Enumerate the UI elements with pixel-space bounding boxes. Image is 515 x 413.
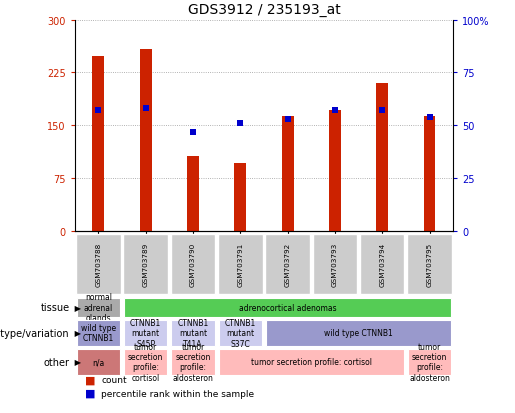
Text: tumor secretion profile: cortisol: tumor secretion profile: cortisol xyxy=(251,357,372,366)
Bar xyxy=(171,349,215,375)
Text: GSM703791: GSM703791 xyxy=(237,242,243,286)
Bar xyxy=(234,163,246,231)
Bar xyxy=(408,349,451,375)
Bar xyxy=(124,349,167,375)
Text: GSM703789: GSM703789 xyxy=(143,242,149,286)
Bar xyxy=(218,234,263,294)
Bar xyxy=(187,156,199,231)
Text: ■: ■ xyxy=(85,375,95,385)
Bar xyxy=(265,234,310,294)
Bar xyxy=(360,234,404,294)
Text: ■: ■ xyxy=(85,388,95,398)
Bar xyxy=(424,117,436,231)
Bar xyxy=(124,234,168,294)
Bar xyxy=(77,349,120,375)
Point xyxy=(283,116,291,123)
Text: GSM703794: GSM703794 xyxy=(379,242,385,286)
Bar xyxy=(171,320,215,346)
Point xyxy=(94,108,102,114)
Text: CTNNB1
mutant
S37C: CTNNB1 mutant S37C xyxy=(225,318,256,348)
Bar xyxy=(76,234,121,294)
Text: n/a: n/a xyxy=(92,357,105,366)
Text: other: other xyxy=(44,357,70,367)
Text: wild type
CTNNB1: wild type CTNNB1 xyxy=(81,323,116,342)
Text: genotype/variation: genotype/variation xyxy=(0,328,70,338)
Bar xyxy=(124,320,167,346)
Bar xyxy=(282,117,294,231)
Text: GSM703790: GSM703790 xyxy=(190,242,196,286)
Text: CTNNB1
mutant
T41A: CTNNB1 mutant T41A xyxy=(177,318,209,348)
Title: GDS3912 / 235193_at: GDS3912 / 235193_at xyxy=(187,3,340,17)
Bar xyxy=(376,84,388,231)
Point xyxy=(425,114,434,121)
Bar xyxy=(77,298,120,317)
Bar xyxy=(407,234,452,294)
Point xyxy=(331,108,339,114)
Point xyxy=(142,106,150,112)
Text: GSM703793: GSM703793 xyxy=(332,242,338,286)
Text: GSM703788: GSM703788 xyxy=(95,242,101,286)
Text: percentile rank within the sample: percentile rank within the sample xyxy=(101,389,254,398)
Bar xyxy=(218,349,404,375)
Text: CTNNB1
mutant
S45P: CTNNB1 mutant S45P xyxy=(130,318,161,348)
Text: adrenocortical adenomas: adrenocortical adenomas xyxy=(239,303,336,312)
Point xyxy=(236,121,245,127)
Bar xyxy=(140,50,151,231)
Text: ▶: ▶ xyxy=(72,303,81,312)
Text: normal
adrenal
glands: normal adrenal glands xyxy=(84,293,113,322)
Text: GSM703792: GSM703792 xyxy=(285,242,290,286)
Text: GSM703795: GSM703795 xyxy=(426,242,433,286)
Point xyxy=(378,108,386,114)
Text: count: count xyxy=(101,375,127,385)
Text: tissue: tissue xyxy=(40,302,70,313)
Bar xyxy=(313,234,357,294)
Text: tumor
secretion
profile:
aldosteron: tumor secretion profile: aldosteron xyxy=(409,342,450,382)
Text: ▶: ▶ xyxy=(72,328,81,337)
Bar xyxy=(218,320,262,346)
Point xyxy=(189,129,197,135)
Bar xyxy=(329,111,341,231)
Text: wild type CTNNB1: wild type CTNNB1 xyxy=(324,328,393,337)
Text: ▶: ▶ xyxy=(72,357,81,366)
Bar xyxy=(92,57,104,231)
Bar xyxy=(266,320,451,346)
Text: tumor
secretion
profile:
cortisol: tumor secretion profile: cortisol xyxy=(128,342,163,382)
Bar xyxy=(171,234,215,294)
Text: tumor
secretion
profile:
aldosteron: tumor secretion profile: aldosteron xyxy=(173,342,213,382)
Bar xyxy=(77,320,120,346)
Bar xyxy=(124,298,451,317)
